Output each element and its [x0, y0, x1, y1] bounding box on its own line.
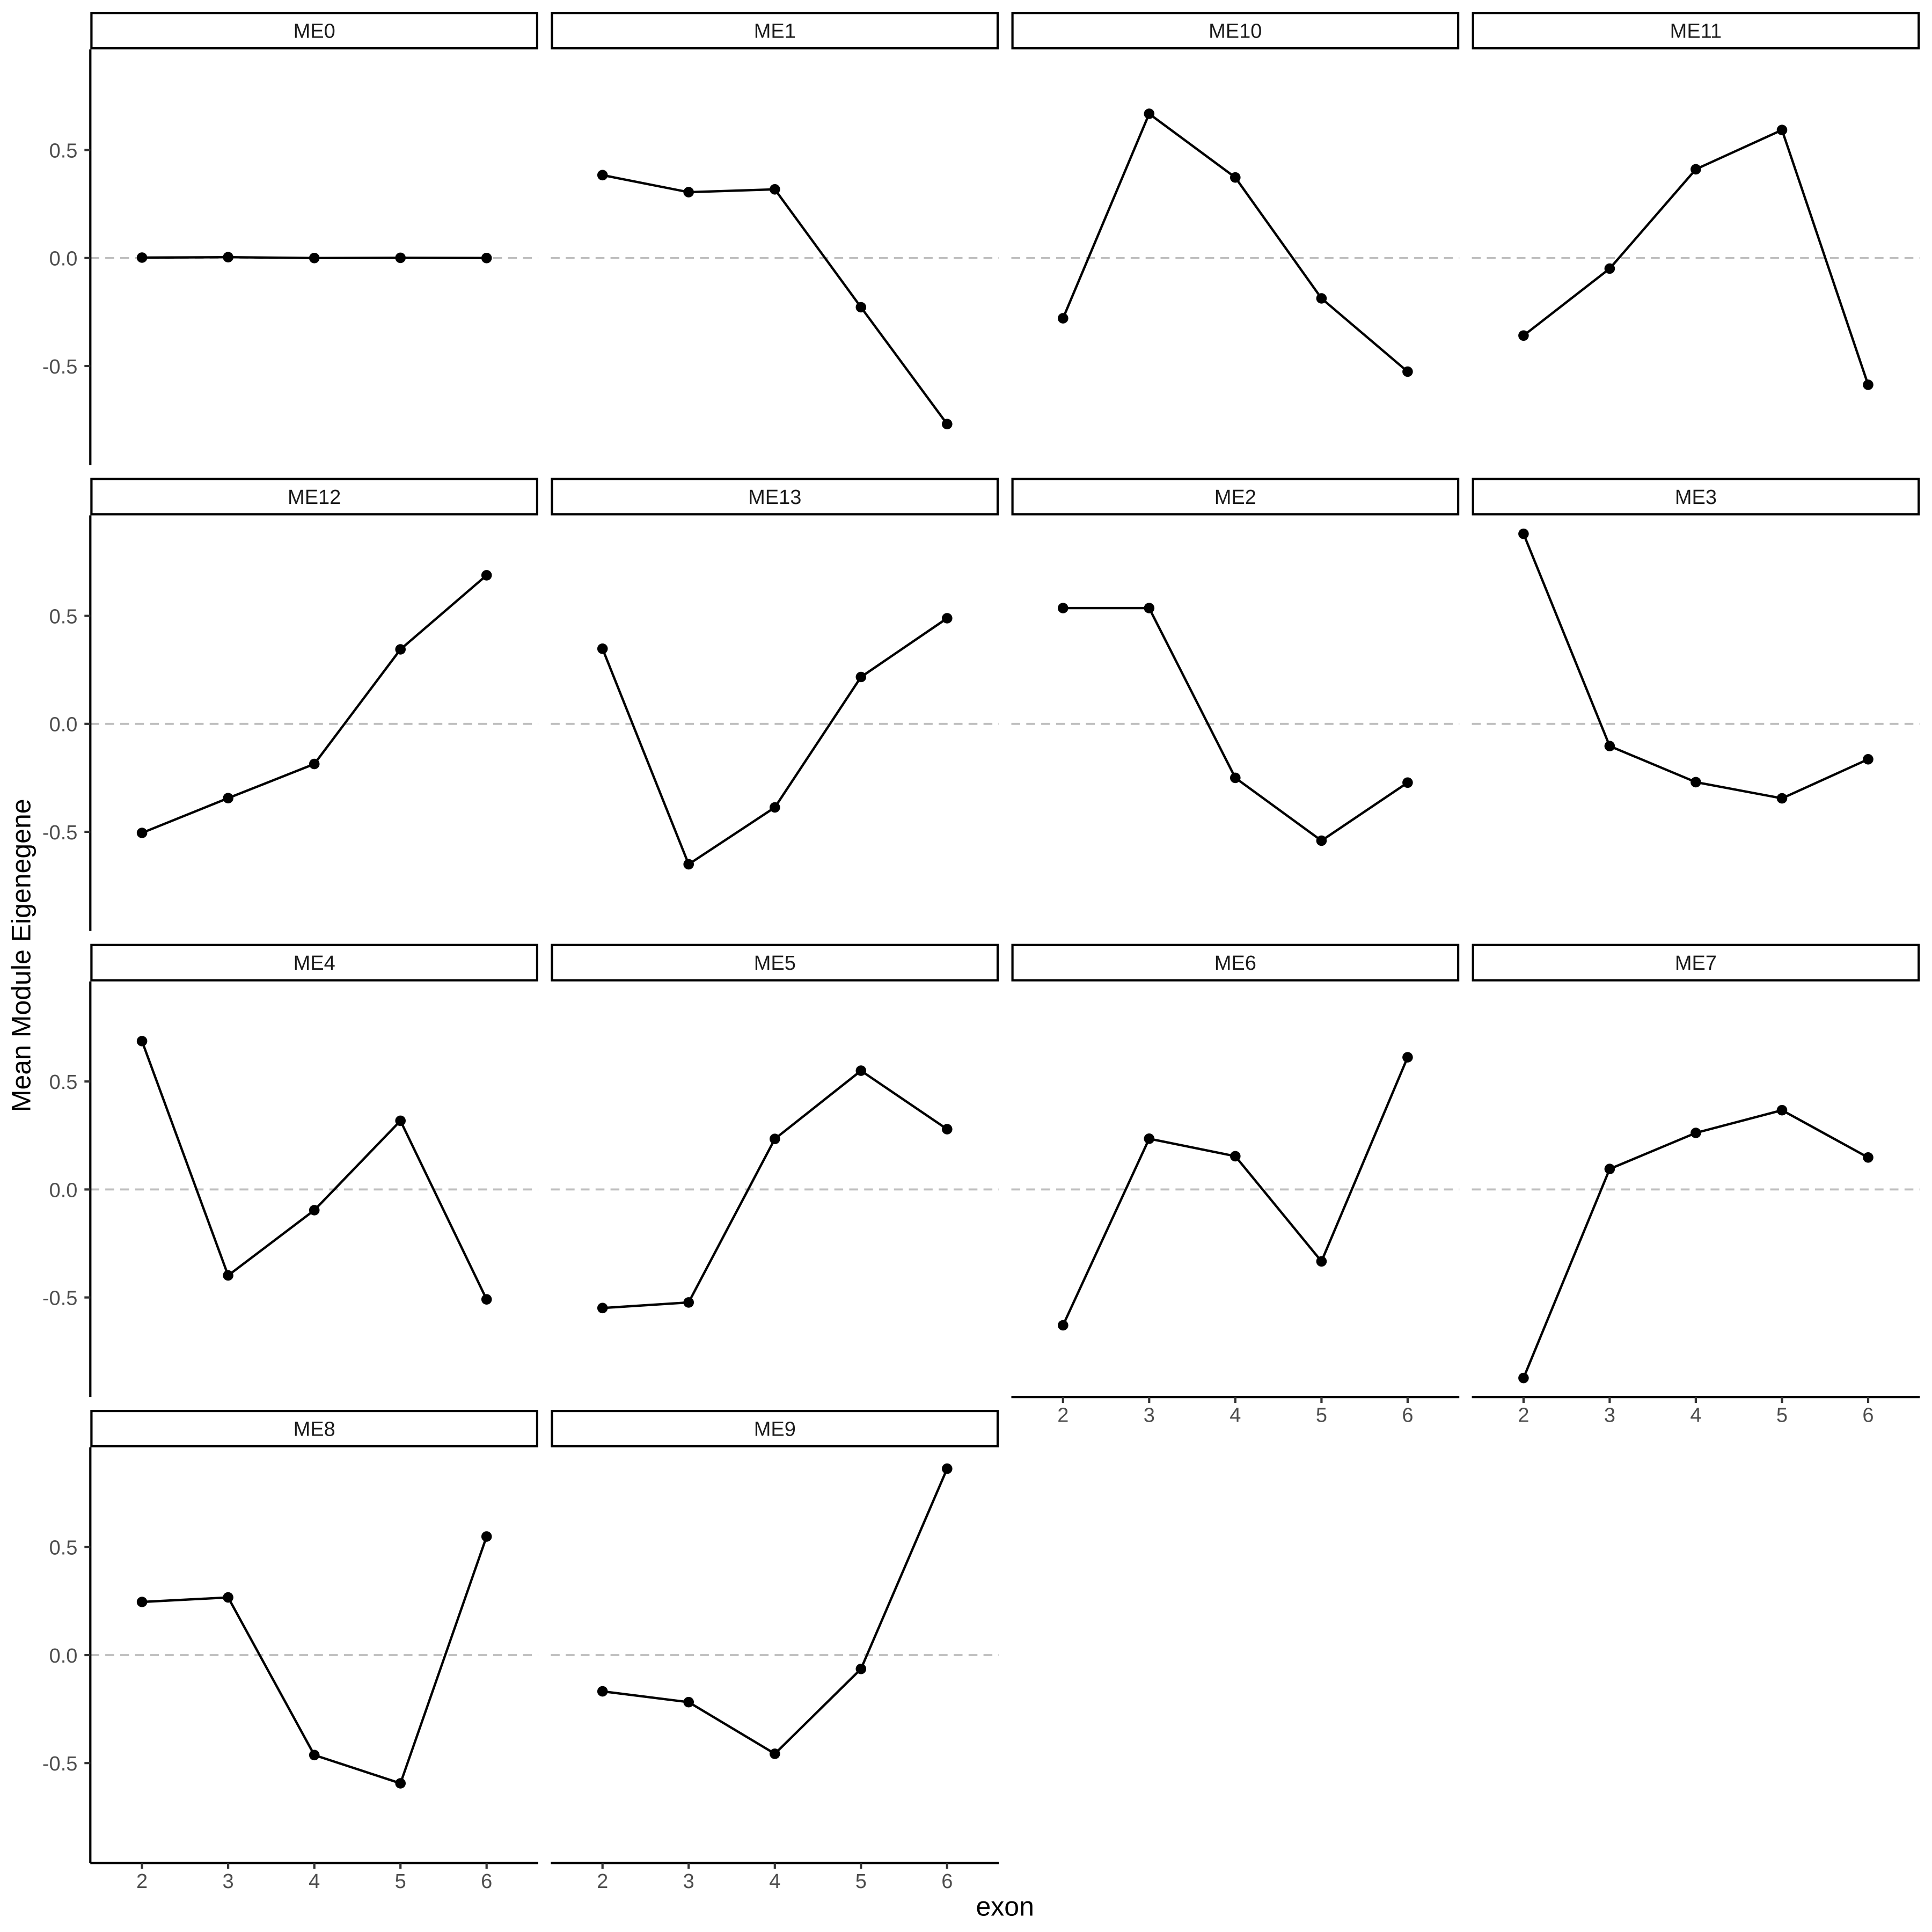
- svg-text:-0.5: -0.5: [42, 1753, 77, 1775]
- svg-text:ME0: ME0: [294, 20, 335, 43]
- svg-text:-0.5: -0.5: [42, 356, 77, 378]
- svg-text:5: 5: [395, 1870, 406, 1893]
- svg-text:Mean Module Eigenegene: Mean Module Eigenegene: [6, 799, 36, 1112]
- svg-text:ME13: ME13: [748, 486, 801, 509]
- svg-text:4: 4: [309, 1870, 320, 1893]
- svg-text:-0.5: -0.5: [42, 1287, 77, 1310]
- svg-text:0.5: 0.5: [49, 1537, 78, 1560]
- svg-text:4: 4: [769, 1870, 780, 1893]
- svg-text:ME7: ME7: [1675, 952, 1717, 975]
- svg-text:ME9: ME9: [754, 1418, 796, 1440]
- svg-text:ME4: ME4: [294, 952, 335, 975]
- svg-text:5: 5: [855, 1870, 867, 1893]
- svg-text:3: 3: [683, 1870, 694, 1893]
- svg-text:4: 4: [1230, 1404, 1241, 1427]
- svg-text:ME6: ME6: [1214, 952, 1256, 975]
- svg-text:exon: exon: [976, 1892, 1034, 1922]
- svg-text:6: 6: [1862, 1404, 1874, 1427]
- svg-text:0.0: 0.0: [49, 1179, 78, 1202]
- svg-text:ME11: ME11: [1670, 20, 1722, 43]
- svg-text:ME5: ME5: [754, 952, 796, 975]
- svg-text:6: 6: [941, 1870, 953, 1893]
- svg-text:ME2: ME2: [1214, 486, 1256, 509]
- svg-text:ME8: ME8: [294, 1418, 335, 1440]
- svg-text:ME3: ME3: [1675, 486, 1717, 509]
- svg-text:0.5: 0.5: [49, 140, 78, 163]
- svg-text:2: 2: [1518, 1404, 1529, 1427]
- svg-text:-0.5: -0.5: [42, 822, 77, 844]
- svg-text:0.5: 0.5: [49, 1071, 78, 1094]
- svg-text:0.0: 0.0: [49, 1645, 78, 1667]
- svg-text:3: 3: [1144, 1404, 1155, 1427]
- svg-text:5: 5: [1316, 1404, 1327, 1427]
- svg-text:0.5: 0.5: [49, 606, 78, 628]
- svg-text:5: 5: [1776, 1404, 1788, 1427]
- svg-text:0.0: 0.0: [49, 248, 78, 270]
- svg-text:2: 2: [597, 1870, 608, 1893]
- svg-text:2: 2: [136, 1870, 148, 1893]
- svg-text:6: 6: [1402, 1404, 1413, 1427]
- svg-text:0.0: 0.0: [49, 714, 78, 736]
- svg-text:ME10: ME10: [1209, 20, 1262, 43]
- svg-text:ME12: ME12: [288, 486, 341, 509]
- svg-text:4: 4: [1690, 1404, 1701, 1427]
- svg-text:6: 6: [481, 1870, 492, 1893]
- svg-text:3: 3: [1604, 1404, 1615, 1427]
- svg-text:3: 3: [223, 1870, 234, 1893]
- svg-text:ME1: ME1: [754, 20, 796, 43]
- svg-text:2: 2: [1057, 1404, 1069, 1427]
